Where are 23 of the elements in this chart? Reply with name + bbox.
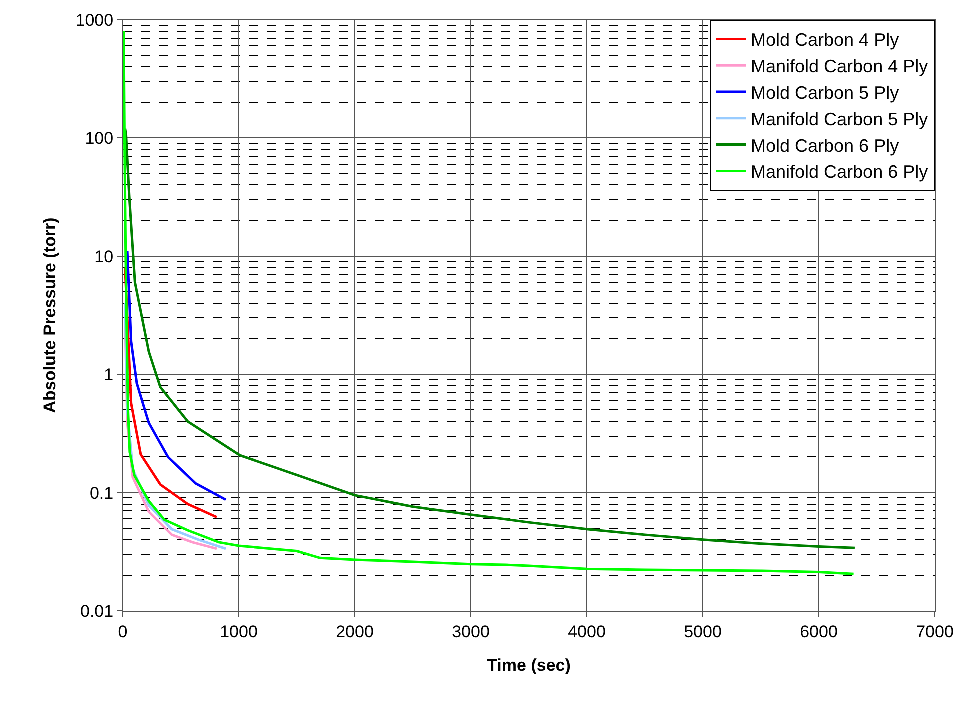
y-tick-label: 100 [85, 129, 114, 148]
x-tick-label: 0 [118, 622, 128, 642]
y-axis-title: Absolute Pressure (torr) [40, 218, 60, 414]
y-tick-label: 10 [94, 247, 114, 266]
y-tick-label: 0.1 [90, 484, 114, 503]
legend-label: Mold Carbon 5 Ply [751, 83, 900, 104]
x-tick-label: 2000 [336, 622, 374, 642]
legend-label: Mold Carbon 4 Ply [751, 30, 900, 50]
legend-label: Mold Carbon 6 Ply [751, 136, 900, 156]
line-series [126, 250, 228, 502]
x-axis-title: Time (sec) [487, 656, 571, 675]
x-tick-label: 6000 [800, 622, 838, 642]
y-tick-label: 1 [104, 366, 114, 385]
legend-label: Manifold Carbon 6 Ply [751, 162, 928, 182]
y-tick-label: 1000 [76, 10, 114, 30]
x-tick-label: 5000 [684, 622, 722, 642]
y-tick-label: 0.01 [80, 602, 114, 621]
legend-label: Manifold Carbon 5 Ply [751, 109, 928, 130]
x-tick-label: 1000 [220, 622, 258, 642]
legend-label: Manifold Carbon 4 Ply [751, 56, 928, 77]
x-tick-label: 4000 [568, 622, 606, 642]
x-tick-label: 3000 [452, 622, 490, 642]
x-tick-label: 7000 [916, 622, 954, 642]
